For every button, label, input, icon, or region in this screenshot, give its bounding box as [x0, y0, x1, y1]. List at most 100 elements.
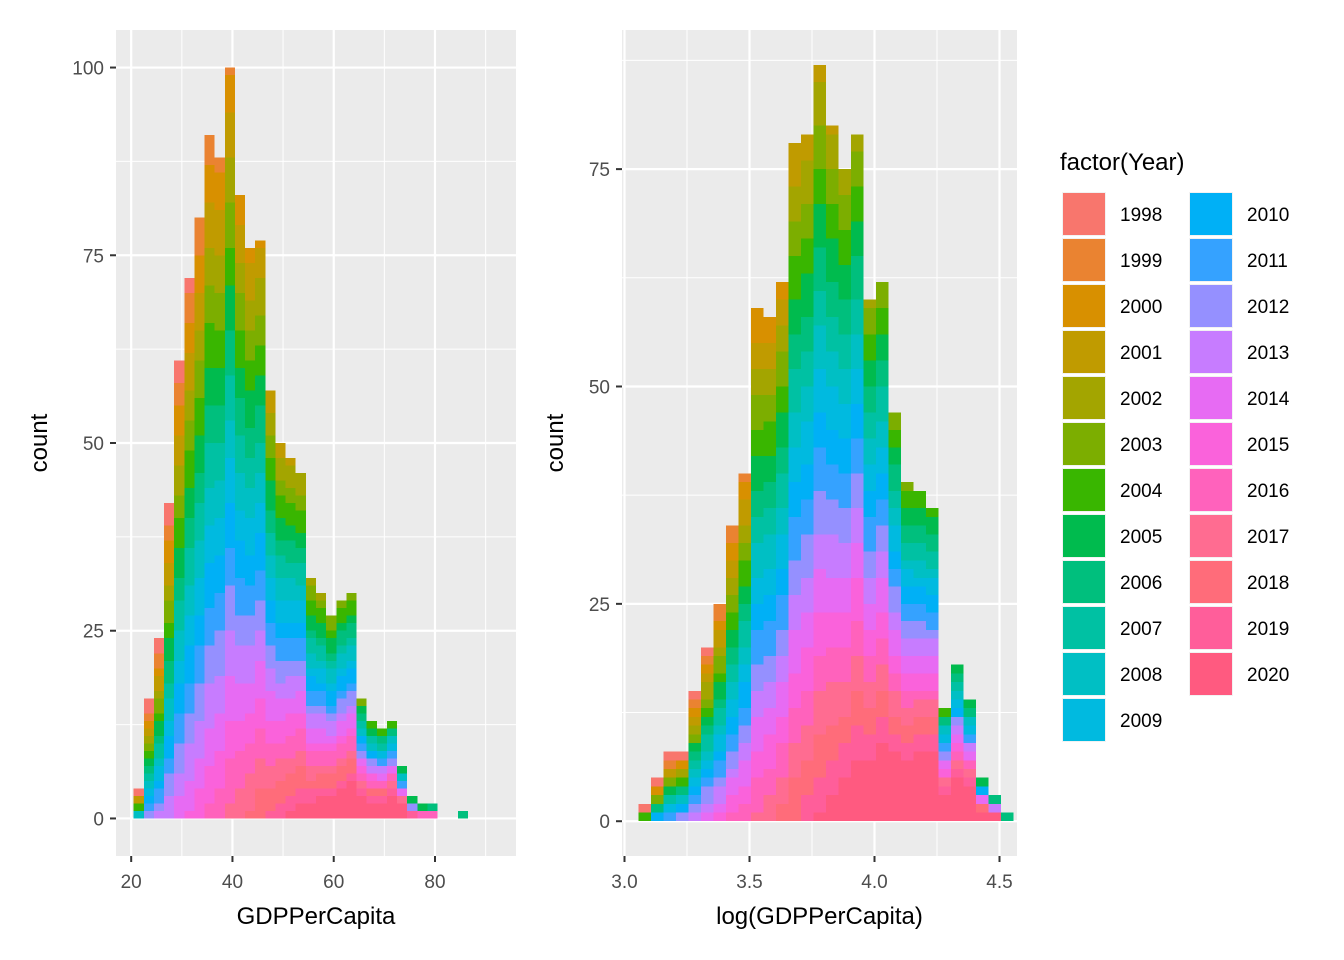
- bar-segment: [875, 629, 889, 639]
- bar-segment: [245, 713, 256, 721]
- bar-segment: [950, 777, 964, 787]
- bar-segment: [214, 420, 225, 428]
- bar-segment: [133, 795, 144, 804]
- bar-segment: [295, 675, 306, 684]
- bar-segment: [214, 668, 225, 676]
- bar-segment: [234, 255, 246, 263]
- bar-segment: [285, 683, 296, 691]
- histogram-bar: [457, 810, 468, 819]
- bar-segment: [725, 577, 739, 587]
- bar-segment: [813, 812, 826, 822]
- bar-segment: [245, 803, 256, 811]
- bar-segment: [326, 645, 337, 654]
- bar-segment: [204, 255, 215, 263]
- bar-segment: [813, 664, 826, 674]
- bar-segment: [174, 765, 185, 774]
- bar-segment: [245, 608, 256, 616]
- bar-segment: [204, 375, 215, 383]
- bar-segment: [245, 382, 256, 391]
- bar-segment: [255, 397, 266, 406]
- legend-item: 2012: [1189, 284, 1289, 328]
- bar-segment: [234, 675, 246, 684]
- legend-label: 2013: [1247, 343, 1289, 364]
- bar-segment: [376, 788, 387, 796]
- bar-segment: [913, 516, 926, 526]
- bar-segment: [713, 742, 726, 752]
- bar-segment: [194, 780, 205, 789]
- bar-segment: [255, 660, 266, 669]
- bar-segment: [224, 300, 235, 308]
- bar-segment: [234, 322, 246, 331]
- bar-segment: [913, 629, 926, 639]
- bar-segment: [800, 603, 814, 613]
- bar-segment: [184, 533, 195, 541]
- legend-item: 2006: [1062, 560, 1162, 604]
- bar-segment: [255, 720, 266, 729]
- bar-segment: [265, 540, 276, 549]
- bar-segment: [688, 760, 701, 770]
- bar-segment: [663, 760, 676, 770]
- bar-segment: [863, 299, 876, 309]
- bar-segment: [376, 735, 387, 744]
- bar-segment: [813, 177, 826, 187]
- bar-segment: [863, 586, 876, 596]
- bar-segment: [346, 795, 357, 804]
- bar-segment: [775, 438, 789, 448]
- bar-segment: [800, 169, 814, 178]
- bar-segment: [255, 608, 266, 616]
- histogram-bar: [285, 458, 296, 819]
- histogram-bar: [888, 412, 901, 822]
- bar-segment: [763, 499, 776, 509]
- bar-segment: [265, 427, 276, 436]
- bar-segment: [255, 443, 266, 451]
- bar-segment: [850, 395, 864, 404]
- bar-segment: [214, 337, 225, 346]
- bar-segment: [763, 769, 776, 778]
- bar-segment: [164, 608, 175, 616]
- legend-item: 2010: [1189, 192, 1289, 236]
- bar-segment: [184, 480, 195, 489]
- bar-segment: [143, 795, 154, 804]
- bar-segment: [838, 647, 851, 657]
- bar-segment: [214, 788, 225, 796]
- bar-segment: [863, 777, 876, 787]
- bar-segment: [888, 551, 901, 561]
- bar-segment: [234, 427, 246, 436]
- bar-segment: [194, 615, 205, 624]
- bar-segment: [356, 720, 367, 729]
- bar-segment: [265, 390, 276, 398]
- bar-segment: [750, 786, 764, 796]
- bar-segment: [164, 698, 175, 706]
- bar-segment: [800, 638, 814, 648]
- bar-segment: [204, 285, 215, 293]
- histogram-bar: [813, 64, 826, 822]
- bar-segment: [285, 675, 296, 684]
- bar-segment: [813, 473, 826, 483]
- bar-segment: [800, 751, 814, 761]
- bar-segment: [184, 427, 195, 436]
- bar-segment: [888, 447, 901, 457]
- bar-segment: [164, 788, 175, 796]
- bar-segment: [750, 369, 764, 378]
- bar-segment: [174, 540, 185, 549]
- bar-segment: [255, 728, 266, 736]
- bar-segment: [875, 482, 889, 491]
- bar-segment: [713, 690, 726, 700]
- bar-segment: [245, 397, 256, 406]
- bar-segment: [825, 621, 839, 630]
- bar-segment: [850, 221, 864, 230]
- bar-segment: [234, 345, 246, 353]
- bar-segment: [813, 647, 826, 657]
- bar-segment: [738, 473, 751, 483]
- bar-segment: [788, 290, 801, 300]
- bar-segment: [275, 750, 286, 759]
- bar-segment: [224, 780, 235, 789]
- bar-segment: [788, 256, 801, 265]
- bar-segment: [700, 699, 714, 709]
- bar-segment: [224, 307, 235, 316]
- bar-segment: [800, 421, 814, 430]
- histogram-bar: [255, 240, 266, 819]
- bar-segment: [813, 343, 826, 352]
- bar-segment: [295, 713, 306, 721]
- bar-segment: [925, 621, 939, 630]
